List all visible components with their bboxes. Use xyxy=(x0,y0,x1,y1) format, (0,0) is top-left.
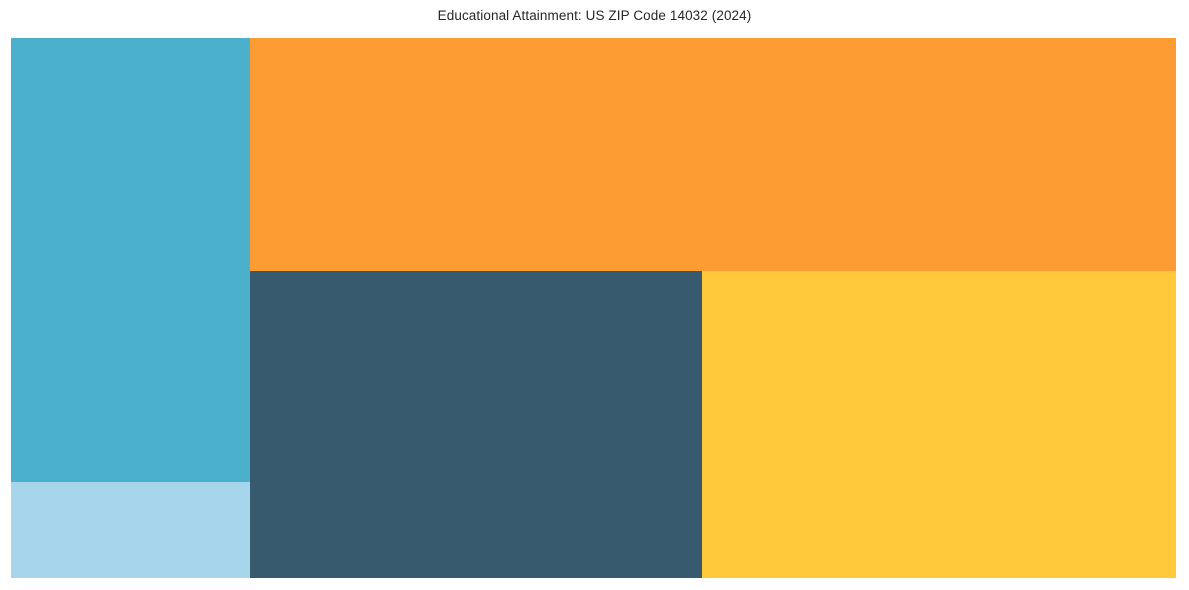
chart-title: Educational Attainment: US ZIP Code 1403… xyxy=(437,8,752,23)
tile-some-college-associates[interactable]: Some college or associate's degree xyxy=(250,271,702,578)
tile-high-school-graduate[interactable]: High school graduate xyxy=(11,38,250,482)
tile-graduate-professional-degree[interactable]: Graduate or professional degree xyxy=(702,271,1176,578)
treemap-plot-area: Bachelor's degreeGraduate or professiona… xyxy=(11,38,1176,578)
tile-bachelors-degree[interactable]: Bachelor's degree xyxy=(250,38,1176,271)
tile-less-than-high-school[interactable]: Less than high school xyxy=(11,482,250,578)
